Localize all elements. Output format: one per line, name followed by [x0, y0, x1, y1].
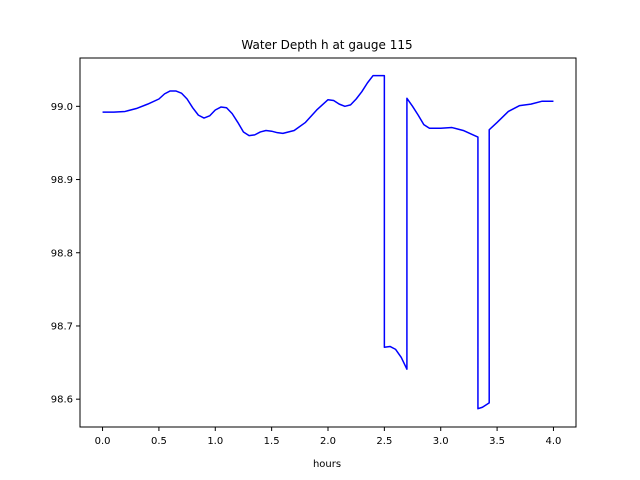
plot-frame: [79, 57, 577, 428]
x-tick-label: 3.0: [433, 436, 449, 447]
x-tick-label: 0.0: [95, 436, 111, 447]
y-axis: 98.6 98.7 98.8 98.9 99.0: [51, 102, 80, 406]
x-tick-label: 4.0: [546, 436, 562, 447]
x-tick-label: 3.5: [489, 436, 505, 447]
x-tick-label: 0.5: [151, 436, 167, 447]
y-tick-label: 98.6: [51, 395, 73, 406]
plot-area: [79, 57, 577, 428]
x-axis: 0.0 0.5 1.0 1.5 2.0 2.5 3.0 3.5 4.0: [95, 427, 562, 447]
y-tick-label: 98.9: [51, 175, 73, 186]
x-tick-label: 2.0: [320, 436, 336, 447]
x-axis-title: hours: [313, 459, 341, 470]
x-tick-label: 1.0: [207, 436, 223, 447]
y-tick-label: 98.7: [51, 321, 73, 332]
y-tick-label: 98.8: [51, 248, 73, 259]
series-line-0: [102, 74, 554, 410]
x-tick-label: 2.5: [376, 436, 392, 447]
x-tick-label: 1.5: [264, 436, 280, 447]
chart-title: Water Depth h at gauge 115: [241, 38, 412, 52]
y-tick-label: 99.0: [51, 102, 73, 113]
